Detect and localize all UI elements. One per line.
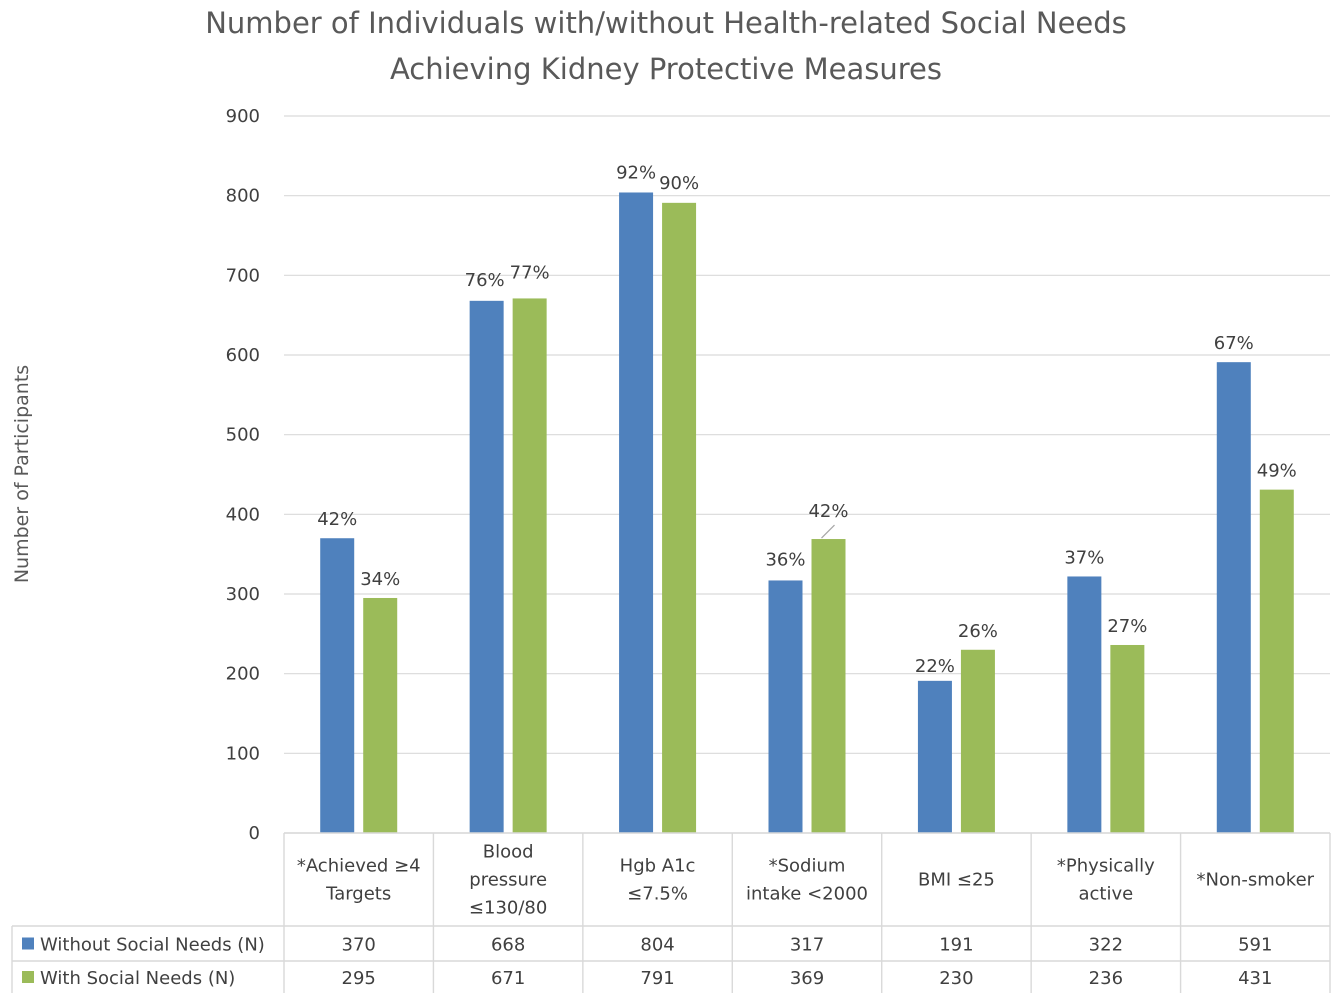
- category-label: pressure: [469, 870, 547, 891]
- table-value: 317: [790, 935, 824, 956]
- y-tick-label: 900: [226, 106, 260, 127]
- data-label: 90%: [659, 173, 699, 194]
- category-label: BMI ≤25: [918, 870, 995, 891]
- table-value: 804: [640, 935, 674, 956]
- data-label: 76%: [465, 270, 505, 291]
- y-axis-label: Number of Participants: [11, 365, 33, 583]
- bar-with-social-needs: [960, 649, 995, 833]
- category-label: intake <2000: [746, 884, 868, 905]
- bar-without-social-needs: [917, 680, 952, 833]
- data-label: 27%: [1107, 616, 1147, 637]
- y-tick-label: 300: [226, 584, 260, 605]
- data-label: 42%: [317, 509, 357, 530]
- bar-without-social-needs: [1216, 362, 1251, 833]
- chart-title: Number of Individuals with/without Healt…: [205, 6, 1127, 86]
- category-label: *Sodium: [769, 856, 846, 877]
- bar-with-social-needs: [662, 202, 697, 833]
- category-label: *Achieved ≥4: [297, 856, 421, 877]
- category-label: ≤7.5%: [627, 884, 688, 905]
- bars: [320, 192, 1294, 834]
- bar-with-social-needs: [512, 298, 547, 834]
- table-value: 191: [939, 935, 973, 956]
- bar-without-social-needs: [619, 192, 654, 834]
- data-label: 77%: [510, 262, 550, 283]
- category-label: active: [1078, 884, 1133, 905]
- bar-without-social-needs: [320, 538, 355, 833]
- data-label: 36%: [765, 549, 805, 570]
- table-value: 295: [342, 968, 376, 989]
- bar-with-social-needs: [1110, 644, 1145, 833]
- category-label: Blood: [483, 842, 534, 863]
- bar-without-social-needs: [469, 300, 504, 833]
- data-label: 42%: [808, 501, 848, 522]
- y-tick-label: 200: [226, 664, 260, 685]
- table-value: 671: [491, 968, 525, 989]
- bar-with-social-needs: [811, 539, 846, 833]
- y-tick-label: 500: [226, 425, 260, 446]
- data-labels: 42% 34% 76% 77% 92% 90% 36% 42% 22%26% 37% 27% 67% 4…: [317, 162, 1297, 676]
- data-label: 22%: [915, 656, 955, 677]
- table-value: 591: [1238, 935, 1272, 956]
- data-label: 37%: [1064, 547, 1104, 568]
- y-axis-ticks: 0 100 200 300 400 500 600 700 800 900: [226, 106, 260, 844]
- y-axis-label-group: Number of Participants: [11, 365, 33, 583]
- data-label: 92%: [616, 162, 656, 183]
- gridlines: [284, 115, 1330, 834]
- table-value: 322: [1089, 935, 1123, 956]
- table-value: 791: [640, 968, 674, 989]
- bar-with-social-needs: [363, 597, 398, 833]
- data-table: *Achieved ≥4 Targets Blood pressure ≤130/80 H…: [11, 832, 1331, 993]
- data-label: 49%: [1257, 461, 1297, 482]
- data-label: 67%: [1214, 333, 1254, 354]
- legend-label: With Social Needs (N): [40, 968, 235, 989]
- bar-without-social-needs: [768, 580, 803, 833]
- y-tick-label: 100: [226, 743, 260, 764]
- y-tick-label: 700: [226, 265, 260, 286]
- chart-title-line: Number of Individuals with/without Healt…: [205, 6, 1127, 40]
- table-value: 369: [790, 968, 824, 989]
- y-tick-label: 0: [249, 823, 260, 844]
- category-label: Targets: [325, 884, 391, 905]
- table-value: 236: [1089, 968, 1123, 989]
- y-tick-label: 800: [226, 186, 260, 207]
- bar-with-social-needs: [1259, 489, 1294, 833]
- data-label-leader-line: [821, 524, 835, 539]
- legend-key-without-social-needs: [22, 937, 34, 950]
- table-value: 370: [342, 935, 376, 956]
- chart-title-line: Achieving Kidney Protective Measures: [390, 52, 942, 86]
- data-label: 34%: [360, 569, 400, 590]
- table-value: 431: [1238, 968, 1272, 989]
- y-tick-label: 600: [226, 345, 260, 366]
- bar-without-social-needs: [1067, 576, 1102, 833]
- category-label: *Non-smoker: [1197, 870, 1315, 891]
- table-value: 230: [939, 968, 973, 989]
- legend-label: Without Social Needs (N): [40, 935, 265, 956]
- legend-key-with-social-needs: [22, 971, 34, 983]
- y-tick-label: 400: [226, 504, 260, 525]
- category-label: ≤130/80: [469, 898, 547, 919]
- table-value: 668: [491, 935, 525, 956]
- category-label: *Physically: [1057, 856, 1155, 877]
- category-label: Hgb A1c: [620, 856, 696, 877]
- data-label: 26%: [958, 621, 998, 642]
